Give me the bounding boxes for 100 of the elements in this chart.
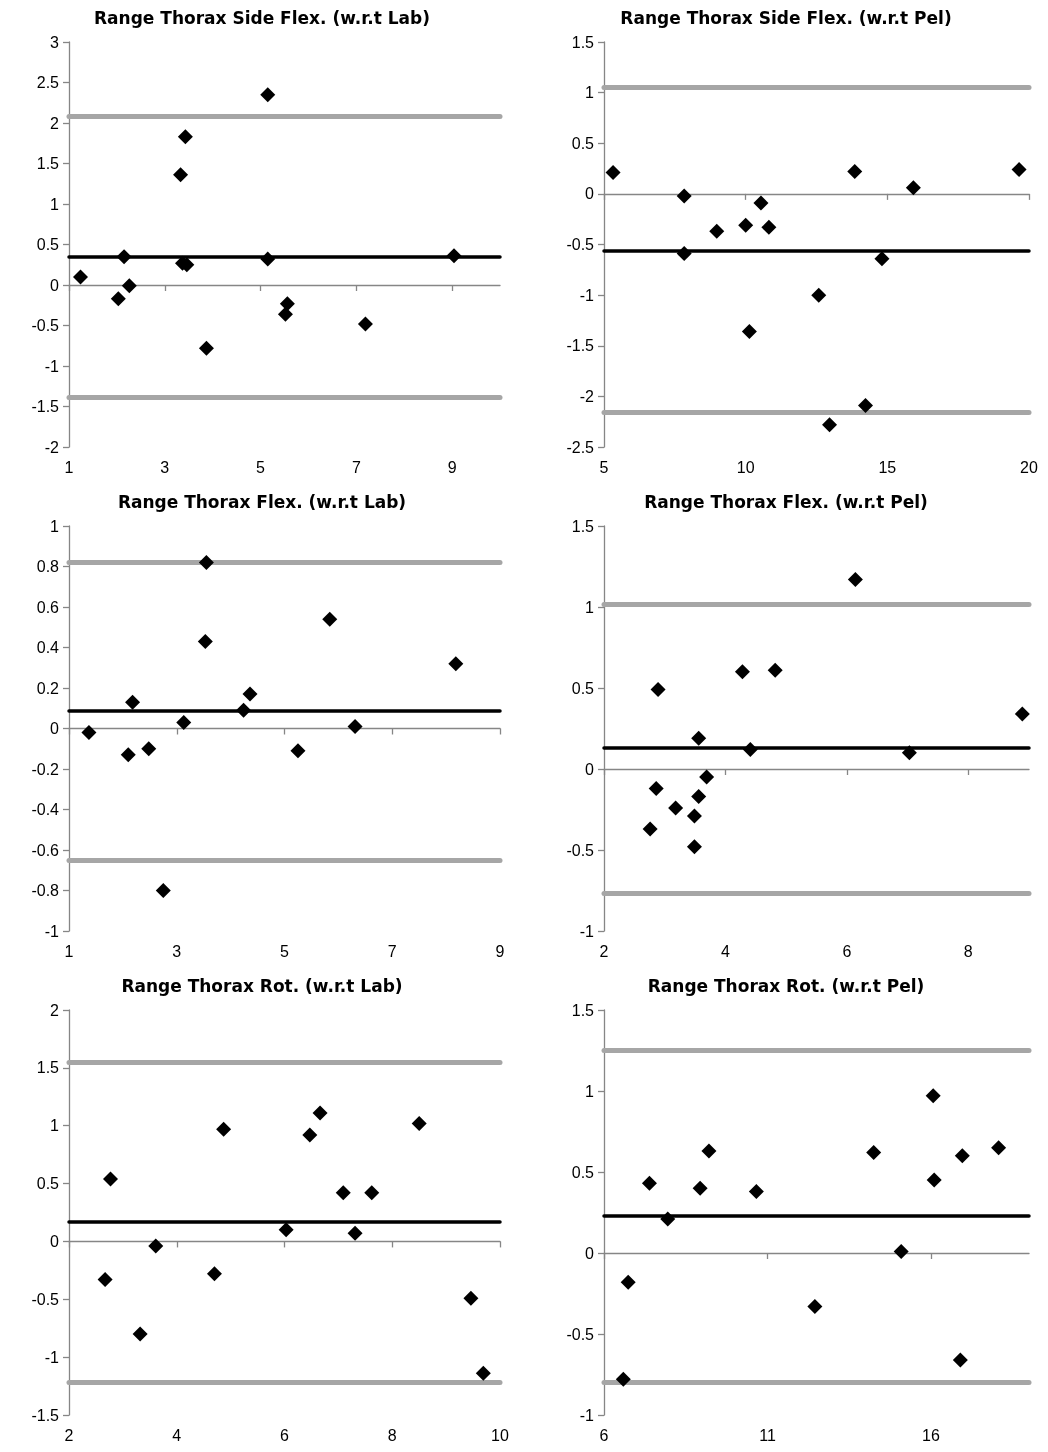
point [686, 839, 702, 855]
point [615, 1371, 631, 1387]
point [110, 291, 126, 307]
x-tick-label: 8 [963, 942, 973, 960]
point [926, 1172, 942, 1188]
point [1014, 706, 1030, 722]
y-tick-label: 0.5 [571, 679, 595, 697]
point [738, 217, 754, 233]
x-tick-label: 6 [842, 942, 852, 960]
y-tick-label: -2.5 [566, 438, 595, 456]
y-tick-label: 0.5 [36, 1175, 60, 1193]
chart-title: Range Thorax Side Flex. (w.r.t Lab) [94, 7, 430, 28]
point [699, 769, 715, 785]
point [701, 1143, 717, 1159]
y-tick-label: -2 [44, 438, 60, 456]
x-tick-label: 1 [64, 942, 74, 960]
point [767, 662, 783, 678]
point [242, 686, 258, 702]
y-tick-label: 2 [50, 1001, 60, 1019]
point [116, 249, 132, 265]
y-tick-label: -0.2 [31, 760, 60, 778]
x-tick-label: 5 [599, 458, 609, 476]
x-tick-label: 16 [922, 1426, 940, 1444]
y-tick-label: -1 [579, 286, 595, 304]
point [822, 417, 838, 433]
point [278, 1222, 294, 1238]
x-tick-label: 3 [172, 942, 182, 960]
y-tick-label: 0.5 [571, 1163, 595, 1181]
x-tick-label: 5 [256, 458, 266, 476]
y-tick-label: 3 [50, 33, 60, 51]
point [463, 1290, 479, 1306]
y-tick-label: 0 [50, 276, 60, 294]
point [1011, 162, 1027, 178]
x-tick-label: 9 [495, 942, 505, 960]
point [125, 694, 141, 710]
point [322, 611, 338, 627]
point [753, 195, 769, 211]
point [347, 718, 363, 734]
y-tick-label: 1.5 [36, 1059, 60, 1077]
point [176, 714, 192, 730]
point [641, 1175, 657, 1191]
y-tick-label: -1.5 [31, 1406, 60, 1424]
y-tick-label: 1 [585, 598, 595, 616]
chart-title: Range Thorax Rot. (w.r.t Lab) [121, 975, 403, 996]
y-tick-label: 1 [50, 1117, 60, 1135]
point [198, 340, 214, 356]
y-tick-label: -1.5 [31, 398, 60, 415]
y-tick-label: 0.2 [36, 679, 60, 697]
y-tick-label: -0.6 [31, 841, 60, 859]
point [991, 1140, 1007, 1156]
point [411, 1115, 427, 1131]
x-tick-label: 7 [387, 942, 397, 960]
point [605, 165, 621, 181]
point [347, 1225, 363, 1241]
y-tick-label: -2 [579, 387, 595, 405]
point [357, 316, 373, 332]
x-tick-label: 2 [64, 1426, 74, 1444]
x-tick-label: 9 [447, 458, 457, 476]
point [121, 278, 137, 294]
point [893, 1243, 909, 1259]
chart-title: Range Thorax Rot. (w.r.t Pel) [647, 975, 925, 996]
y-tick-label: -1 [44, 1348, 60, 1366]
x-tick-label: 10 [736, 458, 755, 476]
point [676, 246, 692, 262]
point [847, 164, 863, 180]
y-tick-label: 0 [585, 1244, 595, 1262]
point [748, 1183, 764, 1199]
y-tick-label: -1 [44, 357, 60, 375]
x-tick-label: 1 [64, 458, 74, 476]
x-tick-label: 4 [720, 942, 730, 960]
point [72, 269, 88, 285]
point [742, 742, 758, 758]
y-tick-label: -0.5 [31, 1290, 60, 1308]
point [141, 741, 157, 757]
point [691, 789, 707, 805]
point [676, 188, 692, 204]
point [691, 730, 707, 746]
y-tick-label: -1.5 [566, 337, 595, 355]
chart-title: Range Thorax Side Flex. (w.r.t Pel) [620, 7, 952, 28]
y-tick-label: 0 [585, 185, 595, 203]
point [650, 682, 666, 698]
point [811, 287, 827, 303]
y-tick-label: -0.5 [31, 317, 60, 334]
y-tick-label: 1.5 [571, 1001, 595, 1019]
y-tick-label: -0.8 [31, 882, 60, 899]
point [741, 324, 757, 340]
y-tick-label: 1 [585, 84, 595, 102]
point [692, 1180, 708, 1196]
x-tick-label: 15 [878, 458, 897, 476]
point [620, 1274, 636, 1290]
point [642, 821, 658, 837]
point [668, 800, 684, 816]
point [260, 87, 276, 103]
x-tick-label: 4 [172, 1426, 182, 1444]
x-tick-label: 6 [599, 1426, 609, 1444]
x-tick-label: 20 [1020, 458, 1038, 476]
point [446, 248, 462, 264]
x-tick-label: 5 [280, 942, 290, 960]
y-tick-label: 0 [585, 760, 595, 778]
point [312, 1105, 328, 1121]
